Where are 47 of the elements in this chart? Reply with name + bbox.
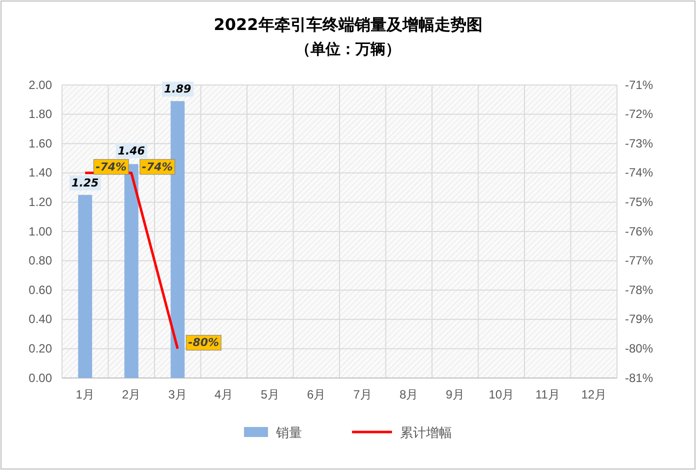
x-tick-label: 10月 <box>488 388 514 402</box>
x-tick-label: 4月 <box>214 388 234 402</box>
y2-tick-label: -78% <box>625 282 654 297</box>
y2-tick-label: -73% <box>625 136 654 150</box>
data-label: 1.89 <box>164 82 192 96</box>
x-tick-label: 5月 <box>260 388 280 402</box>
y2-tick-label: -77% <box>625 254 654 268</box>
x-tick-label: 8月 <box>400 388 418 402</box>
y2-tick-label: -79% <box>625 312 654 326</box>
bar <box>78 194 92 378</box>
data-label: -80% <box>188 336 220 350</box>
y-tick-label: 0.80 <box>28 254 52 268</box>
y-tick-label: 1.80 <box>28 107 52 122</box>
x-tick-label: 2月 <box>122 388 141 402</box>
x-tick-label: 12月 <box>581 388 607 402</box>
y2-tick-label: -76% <box>625 224 654 238</box>
y2-tick-label: -75% <box>625 195 654 210</box>
legend-label: 销量 <box>275 426 302 441</box>
y2-tick-label: -81% <box>625 370 654 385</box>
y2-tick-label: -80% <box>625 342 654 356</box>
x-tick-label: 11月 <box>535 388 560 402</box>
bar <box>124 164 138 378</box>
y2-tick-label: -72% <box>625 107 654 122</box>
data-label: 1.25 <box>72 176 100 190</box>
y-tick-label: 1.60 <box>28 136 52 150</box>
x-tick-label: 7月 <box>353 388 372 402</box>
y-tick-label: 1.40 <box>28 166 52 180</box>
y-tick-label: 1.00 <box>28 224 52 238</box>
y2-tick-label: -74% <box>625 166 654 180</box>
y2-tick-label: -71% <box>625 78 654 92</box>
data-label: -74% <box>142 160 173 174</box>
bar <box>170 101 185 378</box>
y-tick-label: 0.40 <box>28 312 52 326</box>
x-tick-label: 9月 <box>446 388 464 402</box>
data-label: -74% <box>96 160 127 174</box>
chart-subtitle: （单位：万辆） <box>296 40 400 58</box>
legend-label: 累计增幅 <box>400 426 452 441</box>
x-tick-label: 6月 <box>307 388 326 402</box>
y-tick-label: 1.20 <box>28 195 52 210</box>
data-label: 1.46 <box>118 144 146 158</box>
y-tick-label: 2.00 <box>28 78 52 92</box>
y-tick-label: 0.00 <box>28 370 52 385</box>
chart-title: 2022年牵引车终端销量及增幅走势图 <box>214 15 482 34</box>
y-tick-label: 0.20 <box>28 342 52 356</box>
x-tick-label: 3月 <box>168 388 187 402</box>
x-tick-label: 1月 <box>76 388 94 402</box>
y-tick-label: 0.60 <box>28 282 52 297</box>
